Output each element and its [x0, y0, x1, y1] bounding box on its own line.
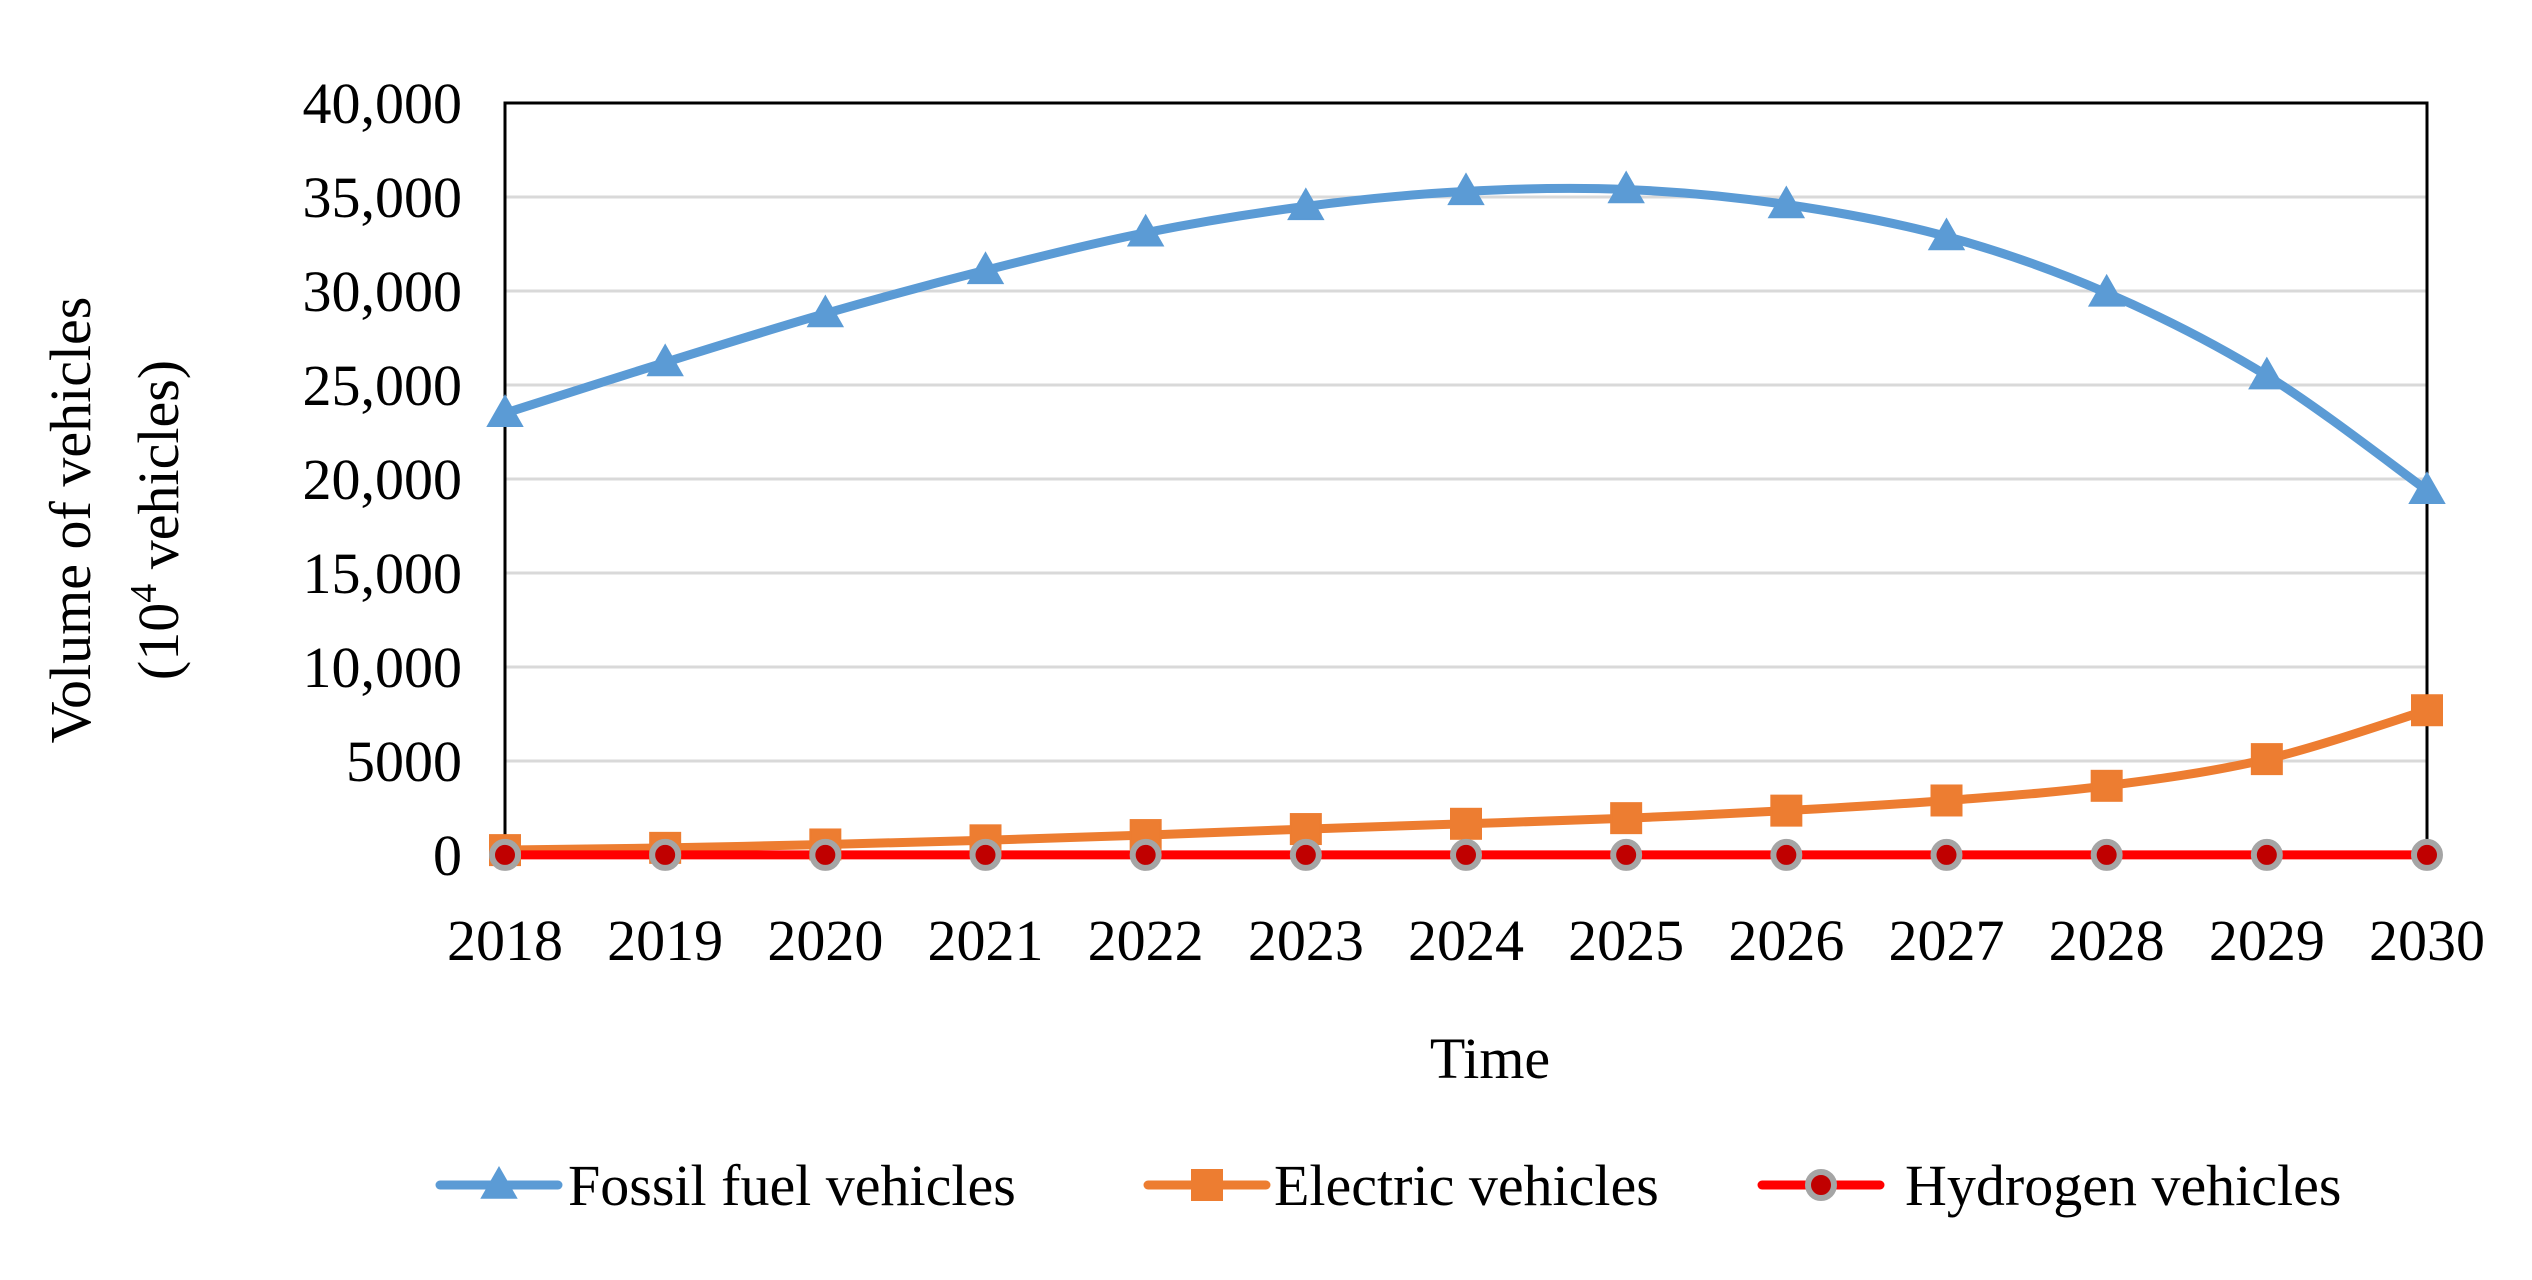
y-tick-label: 10,000: [303, 635, 463, 700]
gridlines: [505, 195, 2427, 763]
data-point-2: [2411, 838, 2443, 871]
legend: Fossil fuel vehicles Electric vehicles Hyd…: [435, 1153, 2341, 1218]
x-tick-label: 2030: [2369, 908, 2485, 973]
legend-label-1: Electric vehicles: [1274, 1153, 1659, 1218]
data-point-2: [1129, 838, 1162, 871]
y-axis-title-prefix: (10: [126, 603, 191, 680]
x-tick-label: 2024: [1408, 908, 1524, 973]
data-point-1: [1770, 794, 1803, 827]
data-point-2: [1610, 838, 1643, 871]
tick-labels: 0 5000 10,000 15,000 20,000 25,000 30,000 35,00…: [303, 71, 2486, 973]
data-point-2: [2250, 838, 2283, 871]
data-point-0: [1767, 185, 1806, 219]
x-tick-label: 2019: [607, 908, 723, 973]
y-axis-title-suffix: vehicles): [126, 360, 191, 584]
y-tick-label: 40,000: [303, 71, 463, 136]
y-axis-title-line-1: Volume of vehicles: [38, 297, 103, 744]
data-point-1: [2250, 743, 2283, 776]
y-tick-label: 30,000: [303, 259, 463, 324]
x-tick-label: 2022: [1088, 908, 1204, 973]
y-tick-label: 5000: [346, 729, 462, 794]
x-tick-label: 2028: [2049, 908, 2165, 973]
legend-marker-2: [1805, 1169, 1837, 1201]
data-point-1: [1610, 802, 1643, 835]
data-point-2: [1930, 838, 1963, 871]
legend-marker-0: [480, 1165, 518, 1199]
data-point-0: [1927, 217, 1966, 251]
data-point-1: [1450, 807, 1482, 840]
data-point-0: [966, 251, 1005, 285]
y-tick-label: 35,000: [303, 165, 463, 230]
x-tick-label: 2023: [1248, 908, 1364, 973]
x-tick-label: 2018: [447, 908, 563, 973]
x-tick-label: 2029: [2209, 908, 2325, 973]
y-axis-title-line-2: (104 vehicles): [123, 360, 191, 680]
data-point-2: [1289, 838, 1322, 871]
data-point-1: [1930, 784, 1963, 817]
data-point-0: [486, 394, 524, 427]
data-point-0: [2248, 356, 2286, 390]
series-lines: [500, 183, 2432, 860]
data-point-2: [1450, 838, 1482, 871]
y-tick-label: 25,000: [303, 353, 463, 418]
data-point-1: [2411, 694, 2443, 727]
data-point-0: [646, 343, 684, 377]
x-tick-label: 2020: [767, 908, 883, 973]
series-markers: [486, 170, 2446, 871]
data-point-0: [806, 294, 845, 328]
data-point-0: [1607, 170, 1645, 204]
x-tick-label: 2027: [1889, 908, 2005, 973]
legend-label-0: Fossil fuel vehicles: [568, 1153, 1016, 1218]
data-point-2: [489, 838, 521, 871]
x-tick-label: 2026: [1728, 908, 1844, 973]
data-point-0: [1287, 187, 1325, 221]
x-tick-label: 2021: [928, 908, 1044, 973]
data-point-2: [969, 838, 1002, 871]
data-point-0: [1126, 213, 1165, 247]
y-tick-label: 0: [433, 823, 462, 888]
x-tick-label: 2025: [1568, 908, 1684, 973]
series-line-0: [500, 183, 2432, 495]
data-point-2: [1770, 838, 1803, 871]
legend-label-2: Hydrogen vehicles: [1905, 1153, 2341, 1218]
data-point-0: [2408, 471, 2446, 505]
y-tick-label: 20,000: [303, 447, 463, 512]
y-axis-title-superscript: 4: [123, 584, 165, 603]
x-axis-title: Time: [1430, 1026, 1550, 1091]
data-point-2: [2090, 838, 2123, 871]
data-point-2: [649, 838, 682, 871]
data-point-0: [1447, 172, 1485, 206]
y-tick-label: 15,000: [303, 541, 463, 606]
data-point-1: [2090, 769, 2123, 802]
data-point-0: [2087, 273, 2126, 307]
data-point-2: [809, 838, 842, 871]
legend-marker-1: [1191, 1169, 1223, 1201]
